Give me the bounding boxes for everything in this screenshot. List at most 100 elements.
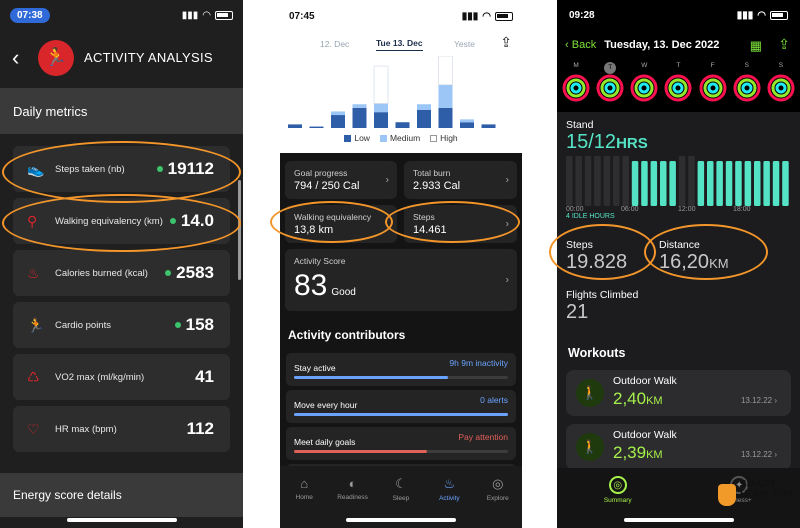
- metric-value: 19112: [167, 159, 214, 178]
- stand-value: 15/12HRS: [566, 131, 648, 153]
- bar-segment-medium: [352, 104, 367, 108]
- heart-rate-icon: ♡: [27, 420, 40, 437]
- metric-value: 158: [185, 315, 214, 334]
- activity-rings-icon: [699, 74, 727, 102]
- stand-hour-bar: [688, 156, 695, 206]
- tab-sleep[interactable]: ☾ Sleep: [392, 476, 410, 502]
- stand-hour-bar: [669, 161, 676, 206]
- tab-home[interactable]: ⌂ Home: [295, 476, 313, 501]
- explore-icon: ◎: [492, 476, 504, 491]
- activity-rings-icon: [733, 74, 761, 102]
- metric-card[interactable]: ♡ HR max (bpm) 112: [13, 406, 230, 452]
- home-indicator[interactable]: [66, 518, 177, 522]
- watermark-logo: SMART HOME FOX: [718, 478, 798, 522]
- steps-tile[interactable]: Steps 14.461 ›: [404, 205, 517, 243]
- bar-segment-low: [460, 122, 474, 128]
- tab-explore[interactable]: ◎ Explore: [486, 476, 509, 502]
- contributor-progress: [294, 376, 508, 379]
- share-icon[interactable]: ⇪: [500, 34, 512, 50]
- metric-value: 14.0: [180, 211, 214, 230]
- metric-label: Steps taken (nb): [55, 163, 125, 175]
- status-dot: [174, 322, 181, 328]
- stand-hours-chart: [566, 156, 789, 206]
- workout-name: Outdoor Walk: [613, 429, 677, 441]
- back-button[interactable]: ‹ Back: [565, 39, 597, 51]
- metric-card[interactable]: ⚲ Walking equivalency (km) 14.0: [13, 198, 230, 244]
- scrollbar[interactable]: [238, 180, 241, 280]
- contributor-row[interactable]: Meet daily goals Pay attention: [286, 427, 516, 460]
- day-ring[interactable]: S: [731, 62, 763, 102]
- date-tab-prev[interactable]: 12. Dec: [320, 39, 350, 49]
- activity-rings-icon: [596, 74, 624, 102]
- activity-score-tile[interactable]: Activity Score 83 Good ›: [285, 249, 517, 311]
- bar-segment-low: [438, 107, 453, 128]
- walking-equivalency-tile[interactable]: Walking equivalency 13,8 km: [285, 205, 397, 243]
- bar-segment-low: [417, 110, 431, 128]
- goal-progress-tile[interactable]: Goal progress 794 / 250 Cal ›: [285, 161, 397, 199]
- contributor-label: Move every hour: [294, 400, 358, 410]
- total-burn-tile[interactable]: Total burn 2.933 Cal ›: [404, 161, 517, 199]
- date-tab-next[interactable]: Yeste: [454, 39, 475, 49]
- workout-card[interactable]: 🚶 Outdoor Walk 2,40KM 13.12.22 ›: [566, 370, 791, 416]
- contributor-status: 0 alerts: [480, 395, 508, 405]
- section-header-energy-score[interactable]: Energy score details: [0, 473, 243, 517]
- runner-icon: 🏃: [27, 316, 45, 333]
- metric-value: 2583: [176, 263, 214, 282]
- date-tab-selected[interactable]: Tue 13. Dec: [376, 38, 423, 51]
- status-time: 09:28: [569, 9, 595, 21]
- chevron-right-icon: ›: [505, 174, 509, 186]
- contributor-progress: [294, 450, 508, 453]
- bar-segment-high: [438, 56, 453, 86]
- workout-distance: 2,40KM: [613, 389, 663, 408]
- flights-label: Flights Climbed: [566, 289, 639, 301]
- bar-segment-low: [395, 122, 410, 128]
- tab-bar: ⌂ Home ◐ Readiness ☾ Sleep ♨ Activity ◎ Explore: [280, 466, 522, 528]
- stand-hour-bar: [650, 161, 658, 206]
- bar-segment-low: [309, 126, 324, 128]
- day-letter: T: [676, 62, 681, 69]
- status-bar: 07:38 ▮▮▮ ◠: [0, 0, 243, 30]
- phone-oura-activity: 07:45 ▮▮▮ ◠ 12. Dec Tue 13. Dec Yeste ⇪ L…: [280, 0, 522, 528]
- metric-value: 112: [186, 419, 214, 438]
- metric-value: 41: [195, 367, 214, 386]
- home-indicator[interactable]: [346, 518, 456, 522]
- bar-segment-medium: [460, 119, 474, 123]
- workout-date: 13.12.22 ›: [740, 450, 777, 459]
- metric-card[interactable]: ♺ VO2 max (ml/kg/min) 41: [13, 354, 230, 400]
- wifi-icon: ◠: [202, 9, 211, 21]
- flights-value: 21: [566, 301, 589, 323]
- status-bar: 07:45 ▮▮▮ ◠: [280, 0, 522, 32]
- back-arrow-icon[interactable]: ‹: [12, 44, 20, 70]
- metric-label: Walking equivalency (km): [55, 215, 163, 227]
- contributor-row[interactable]: Move every hour 0 alerts: [286, 390, 516, 423]
- calendar-icon[interactable]: ▦: [749, 38, 762, 53]
- contributor-row[interactable]: Stay active 9h 9m inactivity: [286, 353, 516, 386]
- day-ring[interactable]: T: [594, 62, 626, 102]
- workout-card[interactable]: 🚶 Outdoor Walk 2,39KM 13.12.22 ›: [566, 424, 791, 470]
- status-dot: [165, 270, 172, 276]
- tab-activity[interactable]: ♨ Activity: [439, 476, 460, 502]
- stand-hour-bar: [772, 161, 780, 206]
- stand-hour-bar: [575, 156, 582, 206]
- metric-card[interactable]: 🏃 Cardio points 158: [13, 302, 230, 348]
- metric-card[interactable]: 👟 Steps taken (nb) 19112: [13, 146, 230, 192]
- tab-summary[interactable]: ◎ Summary: [588, 476, 648, 528]
- share-icon[interactable]: ⇪: [778, 36, 790, 52]
- day-ring[interactable]: W: [628, 62, 660, 102]
- day-ring[interactable]: M: [560, 62, 592, 102]
- day-ring[interactable]: S: [765, 62, 797, 102]
- battery-icon: [770, 10, 788, 20]
- day-ring[interactable]: F: [697, 62, 729, 102]
- home-indicator[interactable]: [623, 518, 734, 522]
- day-letter: T: [604, 62, 617, 74]
- contributor-label: Meet daily goals: [294, 437, 356, 447]
- page-title: ACTIVITY ANALYSIS: [84, 50, 213, 65]
- stand-label: Stand: [566, 119, 594, 131]
- day-ring[interactable]: T: [662, 62, 694, 102]
- metric-card[interactable]: ♨ Calories burned (kcal) 2583: [13, 250, 230, 296]
- tab-readiness[interactable]: ◐ Readiness: [337, 476, 368, 501]
- legend-low: Low: [344, 133, 370, 143]
- axis-label: 12:00: [678, 206, 696, 213]
- distance-value: 16,20KM: [659, 251, 729, 273]
- status-dot: [156, 166, 163, 172]
